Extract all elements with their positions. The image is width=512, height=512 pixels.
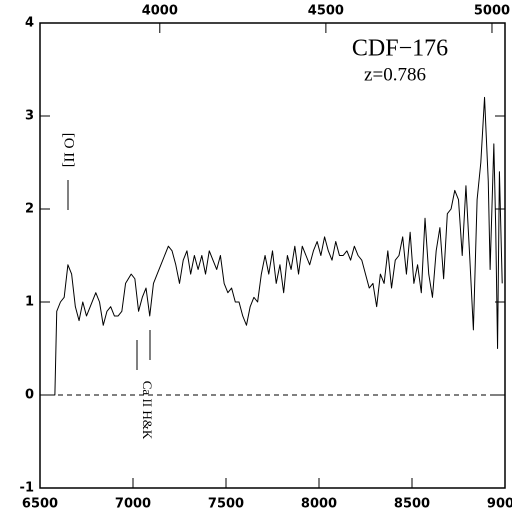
spectrum-line — [51, 96, 503, 396]
x-tick-label: 7500 — [208, 497, 244, 512]
x-tick-label: 7000 — [115, 497, 151, 512]
x-tick-label: 6500 — [22, 497, 58, 512]
x2-tick-label: 5000 — [474, 4, 510, 19]
x2-tick-label: 4000 — [142, 4, 178, 19]
y-tick-label: 1 — [25, 295, 34, 310]
y-tick-label: 0 — [25, 388, 34, 403]
x-tick-label: 8000 — [301, 497, 337, 512]
y-tick-label: 3 — [25, 109, 34, 124]
caii-label: Ca II H&K — [140, 381, 155, 440]
x-tick-label: 8500 — [394, 497, 430, 512]
y-tick-label: 2 — [25, 202, 34, 217]
y-tick-label: 4 — [25, 16, 34, 31]
x2-tick-label: 4500 — [308, 4, 344, 19]
object-name: CDF−176 — [352, 36, 448, 62]
x-tick-label: 9000 — [487, 497, 512, 512]
plot-frame — [39, 22, 506, 489]
oii-label: [O II] — [61, 133, 77, 168]
y-tick-label: -1 — [20, 481, 34, 496]
redshift: z=0.786 — [364, 64, 426, 85]
